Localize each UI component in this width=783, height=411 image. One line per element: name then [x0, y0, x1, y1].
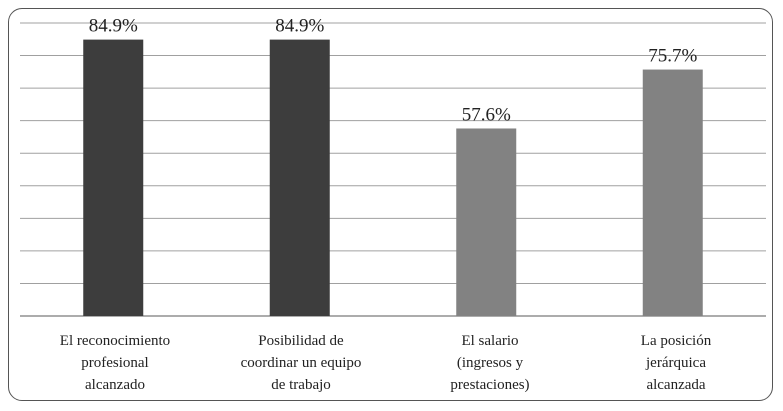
category-label-1-line-2: de trabajo — [271, 377, 331, 393]
category-label-2-line-2: prestaciones) — [450, 377, 530, 393]
category-label-0-line-0: El reconocimiento — [59, 333, 171, 349]
category-label-3: La posición jerárquica alcanzada — [596, 330, 756, 396]
value-label-1: 84.9% — [275, 16, 324, 37]
category-label-1: Posibilidad de coordinar un equipo de tr… — [221, 330, 381, 396]
category-label-1-line-0: Posibilidad de — [258, 333, 344, 349]
bar-3 — [642, 69, 703, 316]
category-label-2-line-0: El salario — [461, 333, 519, 349]
category-label-3-line-2: alcanzada — [646, 377, 706, 393]
category-label-0-line-2: alcanzado — [85, 377, 145, 393]
category-label-0: El reconocimiento profesional alcanzado — [35, 330, 195, 396]
category-label-0-line-1: profesional — [81, 355, 149, 371]
category-label-2: El salario (ingresos y prestaciones) — [410, 330, 570, 396]
category-label-3-line-0: La posición — [640, 333, 712, 349]
bar-0 — [83, 39, 144, 316]
category-label-2-line-1: (ingresos y — [456, 355, 524, 371]
value-label-2: 57.6% — [462, 104, 511, 125]
category-label-3-line-1: jerárquica — [646, 355, 706, 371]
value-label-3: 75.7% — [648, 46, 697, 67]
bar-1 — [269, 39, 330, 316]
bar-2 — [456, 128, 517, 316]
category-label-1-line-1: coordinar un equipo — [240, 355, 362, 371]
value-label-0: 84.9% — [89, 16, 138, 37]
